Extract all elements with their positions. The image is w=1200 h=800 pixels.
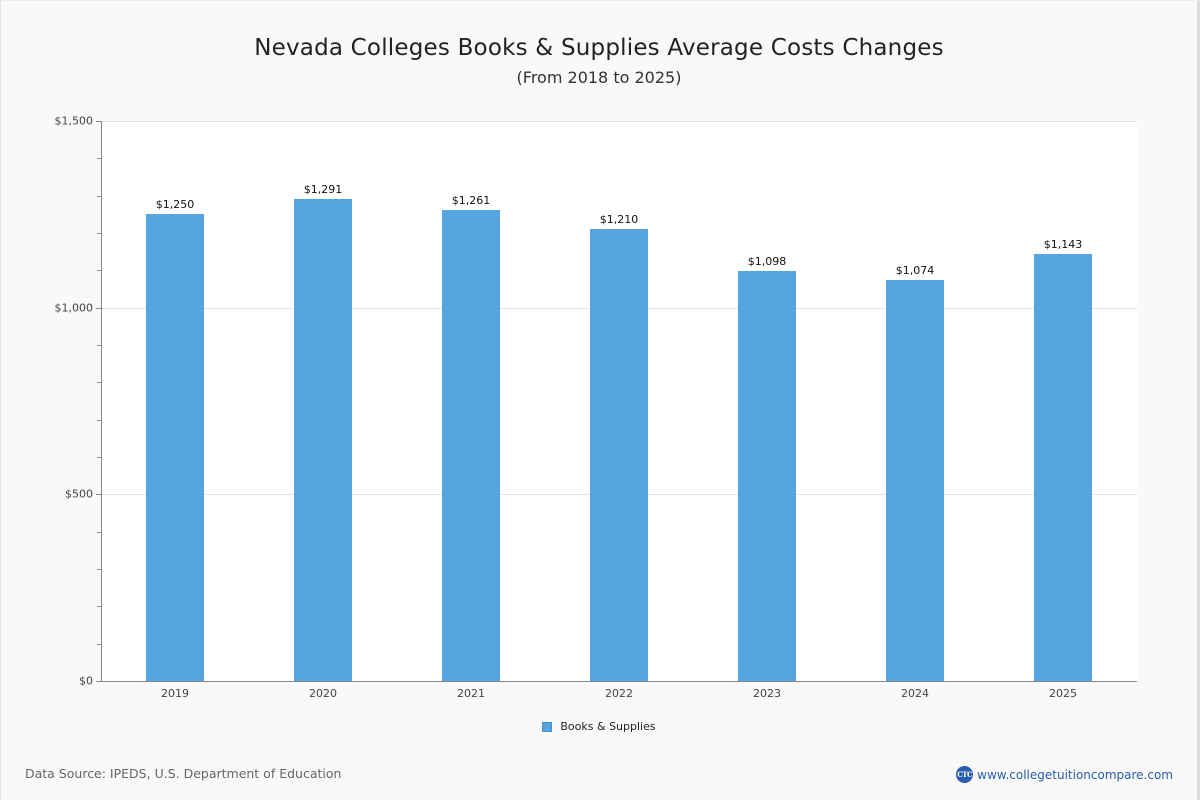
- y-minor-tick: [97, 233, 101, 234]
- y-minor-tick: [97, 270, 101, 272]
- bar-2025[interactable]: [1034, 254, 1092, 681]
- x-axis-line: [101, 681, 1137, 682]
- chart-subtitle: (From 2018 to 2025): [516, 68, 682, 87]
- y-minor-tick: [97, 158, 101, 160]
- brand-url[interactable]: www.collegetuitioncompare.com: [977, 767, 1173, 782]
- bar-value-label: $1,250: [155, 198, 195, 212]
- y-tick-label: $1,000: [54, 301, 94, 315]
- y-major-tick: [96, 121, 101, 122]
- x-tick-label: 2024: [901, 687, 929, 700]
- x-tick-label: 2025: [1049, 687, 1077, 700]
- y-tick-label: $500: [65, 487, 93, 501]
- bar-value-label: $1,291: [303, 183, 343, 197]
- y-minor-tick: [97, 457, 101, 458]
- y-minor-tick: [97, 531, 101, 533]
- bar-value-label: $1,074: [895, 264, 935, 278]
- y-major-tick: [96, 681, 101, 682]
- bar-2019[interactable]: [146, 214, 204, 681]
- y-minor-tick: [97, 606, 101, 608]
- legend-label[interactable]: Books & Supplies: [560, 720, 656, 733]
- bar-value-label: $1,210: [599, 213, 639, 227]
- gridline: [101, 121, 1137, 122]
- x-tick-label: 2022: [605, 687, 633, 700]
- y-minor-tick: [97, 195, 101, 197]
- brand-link[interactable]: CTC www.collegetuitioncompare.com: [956, 766, 1173, 783]
- bar-2024[interactable]: [886, 280, 944, 681]
- x-tick-label: 2020: [309, 687, 337, 700]
- x-tick-label: 2023: [753, 687, 781, 700]
- legend-swatch-books-supplies: [542, 721, 553, 732]
- bar-2020[interactable]: [294, 199, 352, 681]
- bar-2022[interactable]: [590, 229, 648, 681]
- y-major-tick: [96, 494, 101, 496]
- y-tick-label: $1,500: [54, 114, 94, 128]
- y-minor-tick: [97, 419, 101, 421]
- y-minor-tick: [97, 382, 101, 384]
- y-minor-tick: [97, 643, 101, 645]
- y-tick-label: $0: [79, 674, 93, 688]
- x-tick-label: 2019: [161, 687, 189, 700]
- bar-value-label: $1,098: [747, 255, 787, 269]
- bar-2021[interactable]: [442, 210, 500, 681]
- data-source: Data Source: IPEDS, U.S. Department of E…: [25, 766, 342, 781]
- legend: Books & Supplies: [1, 720, 1197, 733]
- y-axis-line: [101, 121, 102, 682]
- y-major-tick: [96, 307, 101, 309]
- y-minor-tick: [97, 569, 101, 570]
- bar-value-label: $1,261: [451, 194, 491, 208]
- y-minor-tick: [97, 345, 101, 346]
- bar-value-label: $1,143: [1043, 238, 1083, 252]
- ctc-logo-icon: CTC: [956, 766, 974, 783]
- x-tick-label: 2021: [457, 687, 485, 700]
- chart-title: Nevada Colleges Books & Supplies Average…: [254, 35, 944, 61]
- bar-2023[interactable]: [738, 271, 796, 681]
